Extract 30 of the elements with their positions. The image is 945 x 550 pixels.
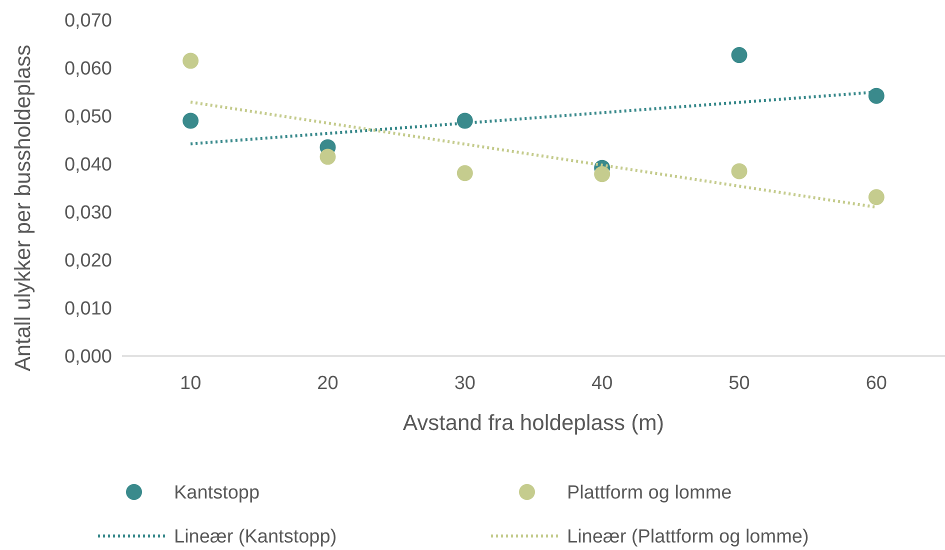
- x-tick-label: 40: [592, 373, 613, 394]
- point: [868, 88, 884, 104]
- point: [182, 52, 199, 69]
- x-tick-label: 20: [317, 373, 338, 394]
- y-tick-label: 0,030: [64, 202, 112, 224]
- y-tick-label: 0,060: [64, 58, 112, 80]
- point: [731, 47, 748, 64]
- point: [456, 165, 473, 182]
- y-axis-title: Antall ulykker per bussholdeplass: [10, 44, 35, 372]
- x-tick-label: 50: [728, 373, 750, 394]
- legend-label: Lineær (Plattform og lomme): [567, 526, 809, 548]
- legend-label: Kantstopp: [174, 482, 260, 504]
- x-axis-title: Avstand fra holdeplass (m): [402, 410, 664, 435]
- legend-label: Plattform og lomme: [567, 482, 732, 504]
- x-tick-label: 10: [180, 373, 202, 394]
- y-tick-label: 0,050: [64, 106, 112, 128]
- point: [182, 112, 199, 129]
- y-tick-label: 0,020: [64, 250, 112, 272]
- point: [731, 163, 748, 180]
- point: [320, 148, 336, 165]
- point: [868, 189, 884, 206]
- x-tick-label: 30: [454, 373, 476, 394]
- y-tick-label: 0,070: [64, 10, 112, 32]
- y-tick-label: 0,000: [64, 346, 112, 368]
- point: [456, 112, 473, 129]
- y-tick-label: 0,040: [64, 154, 112, 176]
- point: [594, 166, 610, 182]
- x-tick-label: 60: [866, 373, 887, 394]
- y-tick-label: 0,010: [64, 298, 112, 320]
- legend-label: Lineær (Kantstopp): [174, 526, 337, 548]
